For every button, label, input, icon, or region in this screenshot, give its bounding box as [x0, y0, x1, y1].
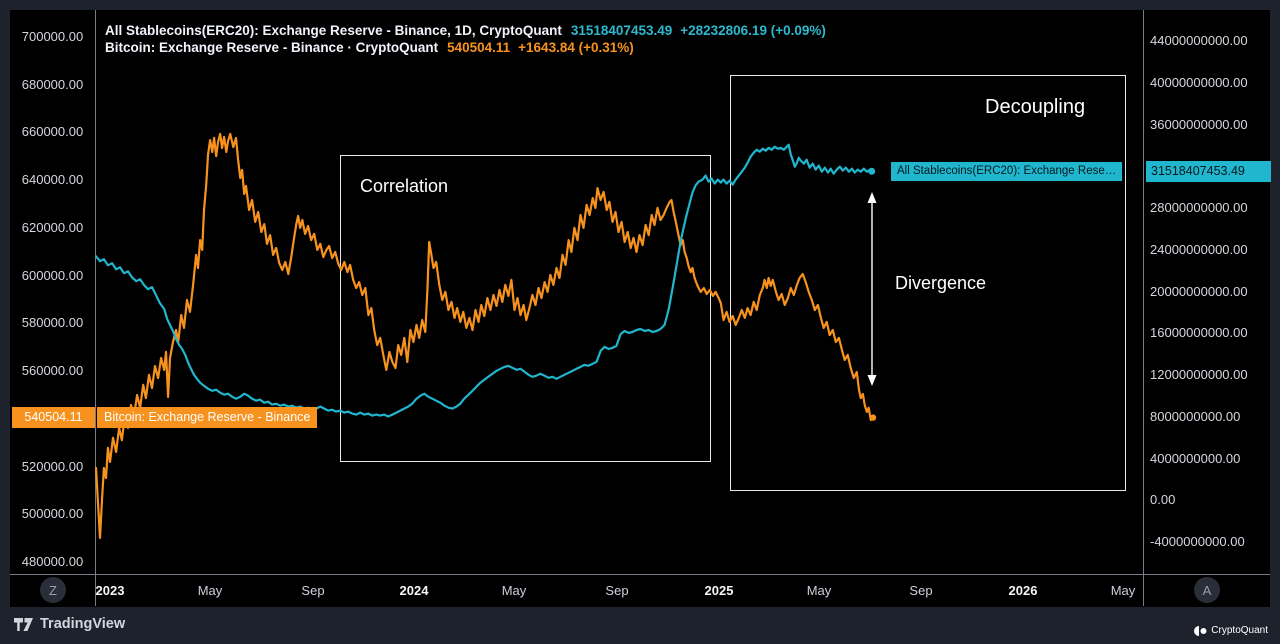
- left-axis-tick: 480000.00: [21, 554, 84, 569]
- time-axis-tick: May: [1110, 583, 1136, 598]
- stablecoins-series-name-label: All Stablecoins(ERC20): Exchange Rese…: [891, 161, 1123, 181]
- right-axis-tick: -4000000000.00: [1150, 534, 1245, 549]
- legend-row-bitcoin[interactable]: Bitcoin: Exchange Reserve - Binance · Cr…: [105, 39, 826, 56]
- left-axis-tick: 520000.00: [21, 458, 84, 474]
- stablecoins-change: +28232806.19 (+0.09%): [680, 23, 826, 38]
- right-axis-tick: 20000000000.00: [1150, 283, 1248, 299]
- left-axis-tick: 580000.00: [21, 315, 84, 331]
- timezone-button[interactable]: Z: [40, 577, 66, 603]
- correlation-label: Correlation: [360, 176, 449, 196]
- left-price-axis-separator: [95, 10, 96, 606]
- time-axis-tick: 2026: [1008, 583, 1038, 598]
- right-axis-tick: 40000000000.00: [1150, 74, 1248, 90]
- time-axis-tick: May: [501, 583, 527, 598]
- stablecoins-price-axis-label: 31518407453.49: [1146, 160, 1271, 182]
- tradingview-label: TradingView: [40, 616, 126, 632]
- correlation-annotation-box[interactable]: [340, 155, 711, 462]
- right-axis-tick: 16000000000.00: [1150, 325, 1248, 341]
- right-axis-tick: 28000000000.00: [1150, 200, 1248, 215]
- time-axis-tick: Sep: [605, 583, 629, 598]
- left-axis-tick: 620000.00: [21, 219, 84, 235]
- footer-bar: TradingView CryptoQuant: [0, 610, 1280, 644]
- left-axis-tick: 640000.00: [21, 172, 84, 188]
- left-axis-tick: 600000.00: [21, 267, 84, 283]
- tradingview-link[interactable]: TradingView: [14, 616, 125, 632]
- left-axis-tick: 560000.00: [21, 363, 84, 379]
- tradingview-logo-icon: [14, 617, 33, 631]
- bitcoin-last-value: 540504.11: [447, 40, 511, 55]
- cryptoquant-logo-icon: [1194, 625, 1207, 636]
- right-axis-tick: 12000000000.00: [1150, 367, 1248, 382]
- right-price-axis-separator: [1143, 10, 1144, 606]
- right-axis-tick: 8000000000.00: [1150, 408, 1241, 424]
- auto-scale-button[interactable]: A: [1194, 577, 1220, 603]
- time-axis-tick: May: [197, 583, 223, 598]
- time-axis-tick: May: [806, 583, 832, 598]
- bitcoin-series-title: Bitcoin: Exchange Reserve - Binance · Cr…: [105, 40, 439, 55]
- time-axis-tick: 2025: [704, 583, 734, 598]
- cryptoquant-label: CryptoQuant: [1211, 625, 1268, 636]
- left-axis-tick: 700000.00: [21, 29, 84, 44]
- time-axis-separator: [10, 574, 1270, 575]
- time-axis-tick: Sep: [909, 583, 933, 598]
- bitcoin-series-name-label: Bitcoin: Exchange Reserve - Binance: [97, 407, 318, 429]
- right-axis-tick: 36000000000.00: [1150, 116, 1248, 132]
- time-axis-tick: Sep: [301, 583, 325, 598]
- right-axis-tick: 0.00: [1150, 492, 1176, 508]
- right-axis-tick: 44000000000.00: [1150, 33, 1248, 48]
- time-axis-tick: 2024: [399, 583, 429, 598]
- decoupling-label: Decoupling: [985, 96, 1086, 118]
- left-axis-tick: 680000.00: [21, 76, 84, 92]
- bitcoin-price-axis-label: 540504.11: [12, 407, 95, 429]
- right-axis-tick: 4000000000.00: [1150, 450, 1241, 466]
- left-axis-tick: 500000.00: [21, 506, 84, 522]
- left-axis-tick: 660000.00: [21, 124, 84, 140]
- right-axis-tick: 24000000000.00: [1150, 241, 1248, 257]
- stablecoins-series-title: All Stablecoins(ERC20): Exchange Reserve…: [105, 23, 562, 38]
- divergence-label: Divergence: [895, 273, 987, 293]
- legend: All Stablecoins(ERC20): Exchange Reserve…: [105, 22, 826, 56]
- legend-row-stablecoins[interactable]: All Stablecoins(ERC20): Exchange Reserve…: [105, 22, 826, 39]
- cryptoquant-link[interactable]: CryptoQuant: [1194, 625, 1268, 636]
- time-axis-tick: 2023: [95, 583, 125, 598]
- bitcoin-change: +1643.84 (+0.31%): [518, 40, 634, 55]
- stablecoins-last-value: 31518407453.49: [570, 23, 673, 38]
